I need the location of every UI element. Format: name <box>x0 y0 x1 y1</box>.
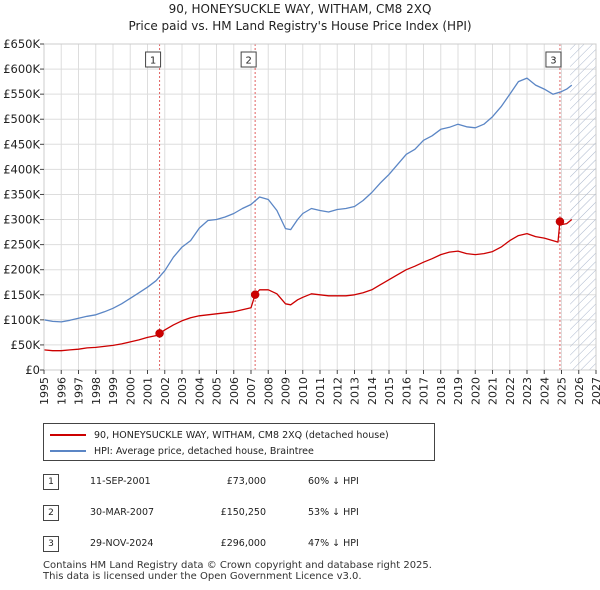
x-tick-label: 2010 <box>297 377 310 405</box>
hpi-line <box>44 77 573 323</box>
sale-label-box <box>545 51 562 68</box>
sale-price: £73,000 <box>226 476 266 487</box>
legend-label-hpi: HPI: Average price, detached house, Brai… <box>94 445 314 457</box>
y-tick-label: £0 <box>25 363 40 377</box>
sale-date: 29-NOV-2024 <box>90 538 154 549</box>
sale-label-box <box>145 51 162 68</box>
y-tick-label: £100K <box>3 313 40 327</box>
y-axis: £0 £50K £100K £150K £200K £250K £300K £350K £400… <box>3 37 44 377</box>
future-hatch <box>570 44 596 370</box>
x-axis: 1995 1996 1997 1998 1999 2000 2001 2002 2003 2004… <box>38 370 600 405</box>
sale-point <box>250 290 260 299</box>
sale-price: £296,000 <box>220 538 266 549</box>
table-row: 2 30-MAR-2007 £150,250 53% ↓ HPI <box>43 505 463 521</box>
sale-label-box <box>240 51 257 68</box>
x-tick-label: 2017 <box>418 377 431 405</box>
x-tick-label: 2018 <box>435 377 448 405</box>
footer-copyright: Contains HM Land Registry data © Crown c… <box>43 560 432 571</box>
y-tick-label: £200K <box>3 263 40 277</box>
x-tick-label: 2025 <box>556 377 569 405</box>
x-tick-label: 1998 <box>90 377 103 405</box>
chart-subtitle: Price paid vs. HM Land Registry's House … <box>128 19 472 33</box>
footer-licence: This data is licensed under the Open Gov… <box>43 571 362 582</box>
x-tick-label: 1997 <box>73 377 86 405</box>
sale-hpi-diff: 60% ↓ HPI <box>308 476 359 487</box>
sale-badge: 2 <box>43 505 59 521</box>
table-row: 1 11-SEP-2001 £73,000 60% ↓ HPI <box>43 474 463 490</box>
y-tick-label: £500K <box>3 112 40 126</box>
x-tick-label: 2005 <box>211 377 224 405</box>
x-tick-label: 2021 <box>487 377 500 405</box>
future-hatch-area <box>570 44 596 370</box>
sale-badge: 1 <box>43 474 59 490</box>
x-tick-label: 2012 <box>331 377 344 405</box>
sale-label-number: 1 <box>150 56 156 67</box>
sale-label-number: 3 <box>550 56 556 67</box>
y-tick-label: £50K <box>11 338 41 352</box>
x-tick-label: 2004 <box>193 377 206 405</box>
x-tick-label: 2022 <box>504 377 517 405</box>
legend-swatch-hpi <box>50 450 86 452</box>
x-tick-label: 2000 <box>124 377 137 405</box>
x-tick-label: 1996 <box>55 377 68 405</box>
y-tick-label: £600K <box>3 62 40 76</box>
chart-title: 90, HONEYSUCKLE WAY, WITHAM, CM8 2XQ <box>168 2 432 16</box>
y-tick-label: £400K <box>3 162 40 176</box>
footer: Contains HM Land Registry data © Crown c… <box>43 560 432 582</box>
x-tick-label: 2011 <box>314 377 327 405</box>
x-tick-label: 2013 <box>349 377 362 405</box>
sale-labels: 1 2 3 <box>145 51 562 68</box>
x-tick-label: 2009 <box>280 377 293 405</box>
sale-price: £150,250 <box>220 507 266 518</box>
property-price-line <box>44 218 573 352</box>
legend-swatch-property <box>50 434 86 436</box>
legend: 90, HONEYSUCKLE WAY, WITHAM, CM8 2XQ (de… <box>43 423 435 461</box>
x-tick-label: 2020 <box>469 377 482 405</box>
grid-lines <box>43 43 597 371</box>
y-tick-label: £350K <box>3 187 40 201</box>
x-tick-label: 2001 <box>142 377 155 405</box>
sale-point <box>155 329 164 338</box>
sale-date: 30-MAR-2007 <box>90 507 155 518</box>
legend-item-property: 90, HONEYSUCKLE WAY, WITHAM, CM8 2XQ (de… <box>50 428 389 442</box>
sale-hpi-diff: 47% ↓ HPI <box>308 538 359 549</box>
x-tick-label: 2027 <box>590 377 600 405</box>
x-tick-label: 2006 <box>228 377 241 405</box>
x-tick-label: 2024 <box>538 377 551 405</box>
y-tick-label: £650K <box>3 37 40 51</box>
sale-badge: 3 <box>43 536 59 552</box>
table-row: 3 29-NOV-2024 £296,000 47% ↓ HPI <box>43 536 463 552</box>
x-tick-label: 2014 <box>366 377 379 405</box>
x-tick-label: 2019 <box>452 377 465 405</box>
legend-label-property: 90, HONEYSUCKLE WAY, WITHAM, CM8 2XQ (de… <box>94 429 389 441</box>
sale-marker-lines <box>159 44 561 370</box>
x-tick-label: 1995 <box>38 377 51 405</box>
x-tick-label: 2002 <box>159 377 172 405</box>
x-tick-label: 2016 <box>400 377 413 405</box>
sale-date: 11-SEP-2001 <box>90 476 151 487</box>
y-tick-label: £300K <box>3 213 40 227</box>
y-tick-label: £550K <box>3 87 40 101</box>
sale-point <box>555 217 565 226</box>
sale-hpi-diff: 53% ↓ HPI <box>308 507 359 518</box>
x-tick-label: 2003 <box>176 377 189 405</box>
series-lines <box>44 77 573 352</box>
x-tick-label: 2007 <box>245 377 258 405</box>
y-tick-label: £450K <box>3 137 40 151</box>
sale-label-number: 2 <box>245 56 251 67</box>
legend-item-hpi: HPI: Average price, detached house, Brai… <box>50 444 314 458</box>
price-chart: 1 2 3 £0 £50K £100K £150K £200K £250K £300K £350K… <box>3 37 600 405</box>
x-tick-label: 2008 <box>262 377 275 405</box>
x-tick-label: 1999 <box>107 377 120 405</box>
y-tick-label: £250K <box>3 238 40 252</box>
x-tick-label: 2015 <box>383 377 396 405</box>
x-tick-label: 2023 <box>521 377 534 405</box>
sale-points <box>155 217 565 338</box>
y-tick-label: £150K <box>3 288 40 302</box>
x-tick-label: 2026 <box>573 377 586 405</box>
